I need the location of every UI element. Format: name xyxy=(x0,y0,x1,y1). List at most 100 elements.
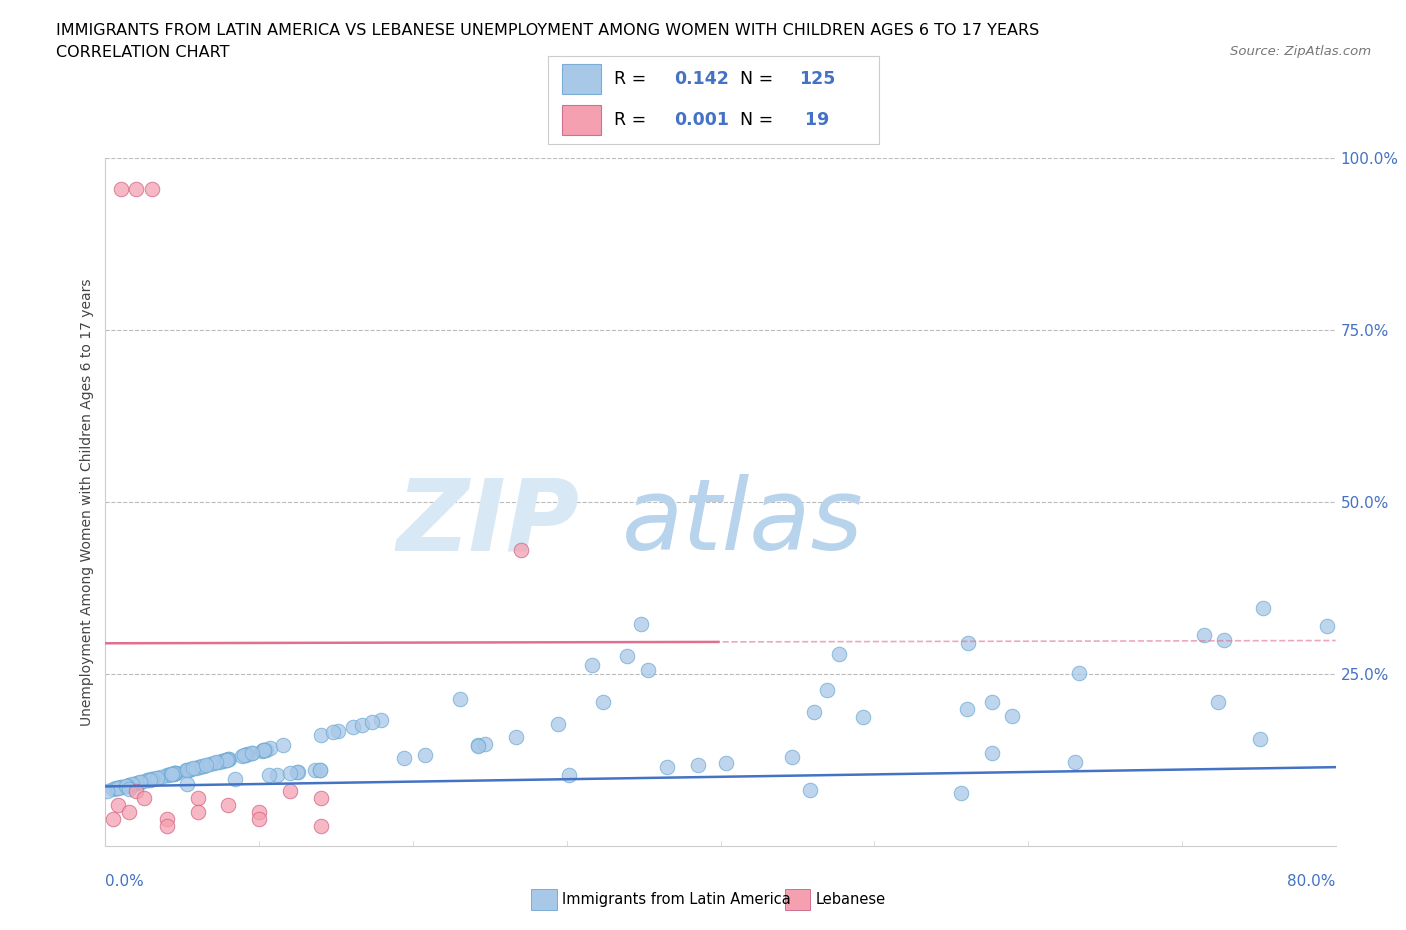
Point xyxy=(1249,732,1271,747)
Point xyxy=(110,181,132,196)
Point xyxy=(110,779,132,794)
Point xyxy=(1251,601,1274,616)
Text: 0.0%: 0.0% xyxy=(105,874,145,889)
Point xyxy=(247,804,270,819)
Point xyxy=(616,648,638,663)
Point xyxy=(156,767,179,782)
Point xyxy=(146,770,169,785)
Point xyxy=(218,798,240,813)
Point xyxy=(139,772,162,787)
Point xyxy=(187,790,209,805)
Point xyxy=(474,737,496,751)
Point xyxy=(392,751,415,765)
Point xyxy=(162,766,184,781)
Point xyxy=(240,746,263,761)
Point xyxy=(803,705,825,720)
Point xyxy=(509,543,531,558)
Point xyxy=(176,777,198,791)
Point xyxy=(322,724,344,739)
Text: Immigrants from Latin America: Immigrants from Latin America xyxy=(562,892,792,907)
Point xyxy=(278,765,301,780)
Point xyxy=(215,752,238,767)
Point xyxy=(118,777,141,792)
Text: ZIP: ZIP xyxy=(396,474,579,571)
Point xyxy=(287,764,309,779)
Text: Lebanese: Lebanese xyxy=(815,892,886,907)
Point xyxy=(350,717,373,732)
Text: 19: 19 xyxy=(800,112,830,129)
Point xyxy=(110,780,132,795)
Point xyxy=(235,748,257,763)
Point xyxy=(558,767,581,782)
Point xyxy=(141,181,163,196)
Point xyxy=(165,765,187,780)
Point xyxy=(156,818,179,833)
Point xyxy=(815,682,838,697)
Point xyxy=(1069,666,1091,681)
Point xyxy=(156,811,179,826)
Point xyxy=(308,763,330,777)
Text: Source: ZipAtlas.com: Source: ZipAtlas.com xyxy=(1230,45,1371,58)
Point xyxy=(581,658,603,672)
Y-axis label: Unemployment Among Women with Children Ages 6 to 17 years: Unemployment Among Women with Children A… xyxy=(80,278,94,726)
Point xyxy=(166,765,188,780)
Point xyxy=(115,778,138,793)
Text: 0.001: 0.001 xyxy=(673,112,728,129)
Point xyxy=(449,692,471,707)
Point xyxy=(266,767,288,782)
Point xyxy=(252,743,274,758)
Point xyxy=(211,753,233,768)
Point xyxy=(1316,619,1339,634)
Point xyxy=(101,811,124,826)
Point xyxy=(105,781,128,796)
Point xyxy=(271,737,294,752)
Point xyxy=(117,804,139,819)
Point xyxy=(592,695,614,710)
Text: 80.0%: 80.0% xyxy=(1288,874,1336,889)
Point xyxy=(181,761,204,776)
Point xyxy=(179,762,201,777)
Point xyxy=(259,768,281,783)
Point xyxy=(187,760,209,775)
Point xyxy=(129,775,152,790)
Text: 125: 125 xyxy=(800,70,835,87)
Point xyxy=(127,776,149,790)
Point xyxy=(125,181,148,196)
Point xyxy=(191,759,214,774)
Point xyxy=(370,712,392,727)
Bar xyxy=(561,105,602,136)
Point xyxy=(115,778,138,793)
Point xyxy=(1064,754,1087,769)
Point xyxy=(467,738,489,753)
Point xyxy=(828,646,851,661)
Point xyxy=(211,753,233,768)
Point xyxy=(180,762,202,777)
Point xyxy=(1206,695,1229,710)
Point xyxy=(254,742,277,757)
Text: IMMIGRANTS FROM LATIN AMERICA VS LEBANESE UNEMPLOYMENT AMONG WOMEN WITH CHILDREN: IMMIGRANTS FROM LATIN AMERICA VS LEBANES… xyxy=(56,23,1039,38)
Point xyxy=(198,757,221,772)
Point xyxy=(467,738,489,753)
Point xyxy=(236,747,259,762)
Text: CORRELATION CHART: CORRELATION CHART xyxy=(56,45,229,60)
Point xyxy=(184,761,207,776)
Point xyxy=(163,765,186,780)
Point xyxy=(208,754,231,769)
Point xyxy=(141,772,163,787)
Point xyxy=(304,763,326,777)
Text: R =: R = xyxy=(614,112,652,129)
Point xyxy=(163,766,186,781)
Point xyxy=(413,748,436,763)
Point xyxy=(118,782,141,797)
Point xyxy=(163,766,186,781)
Point xyxy=(852,710,875,724)
Point xyxy=(121,777,143,791)
Point xyxy=(240,746,263,761)
Point xyxy=(146,770,169,785)
Point xyxy=(980,695,1002,710)
Point xyxy=(231,749,253,764)
Point xyxy=(309,762,332,777)
Point xyxy=(956,635,979,650)
Point xyxy=(309,818,332,833)
Point xyxy=(247,811,270,826)
